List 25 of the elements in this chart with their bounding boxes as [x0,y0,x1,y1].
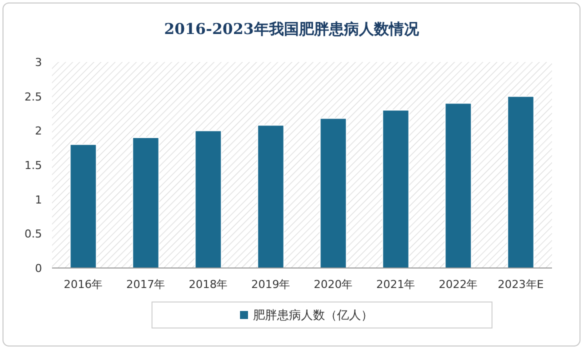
x-tick-label: 2021年 [376,278,416,291]
x-tick-label: 2020年 [314,278,353,291]
bar [320,118,347,268]
y-tick-label: 1 [35,193,42,206]
y-tick-label: 0 [35,262,42,275]
y-tick-label: 2.5 [24,90,42,104]
x-tick-label: 2022年 [438,278,478,291]
bar [507,96,534,268]
x-tick-label: 2016年 [64,278,103,291]
x-tick-label: 2017年 [126,278,166,291]
legend-label: 肥胖患病人数（亿人） [253,308,373,322]
bar [132,137,160,268]
x-tick-label: 2018年 [188,278,228,291]
bar [382,110,410,268]
y-tick-label: 3 [35,56,42,69]
bar [444,102,472,268]
bar [70,144,97,268]
bar [194,130,222,268]
y-tick-label: 1.5 [24,159,42,172]
chart-title: 2016-2023年我国肥胖患病人数情况 [164,20,420,38]
y-tick-label: 0.5 [24,228,42,241]
x-tick-label: 2023年E [498,278,544,291]
y-tick-label: 2 [35,124,42,138]
x-tick-label: 2019年 [251,278,290,291]
bar [257,124,284,268]
